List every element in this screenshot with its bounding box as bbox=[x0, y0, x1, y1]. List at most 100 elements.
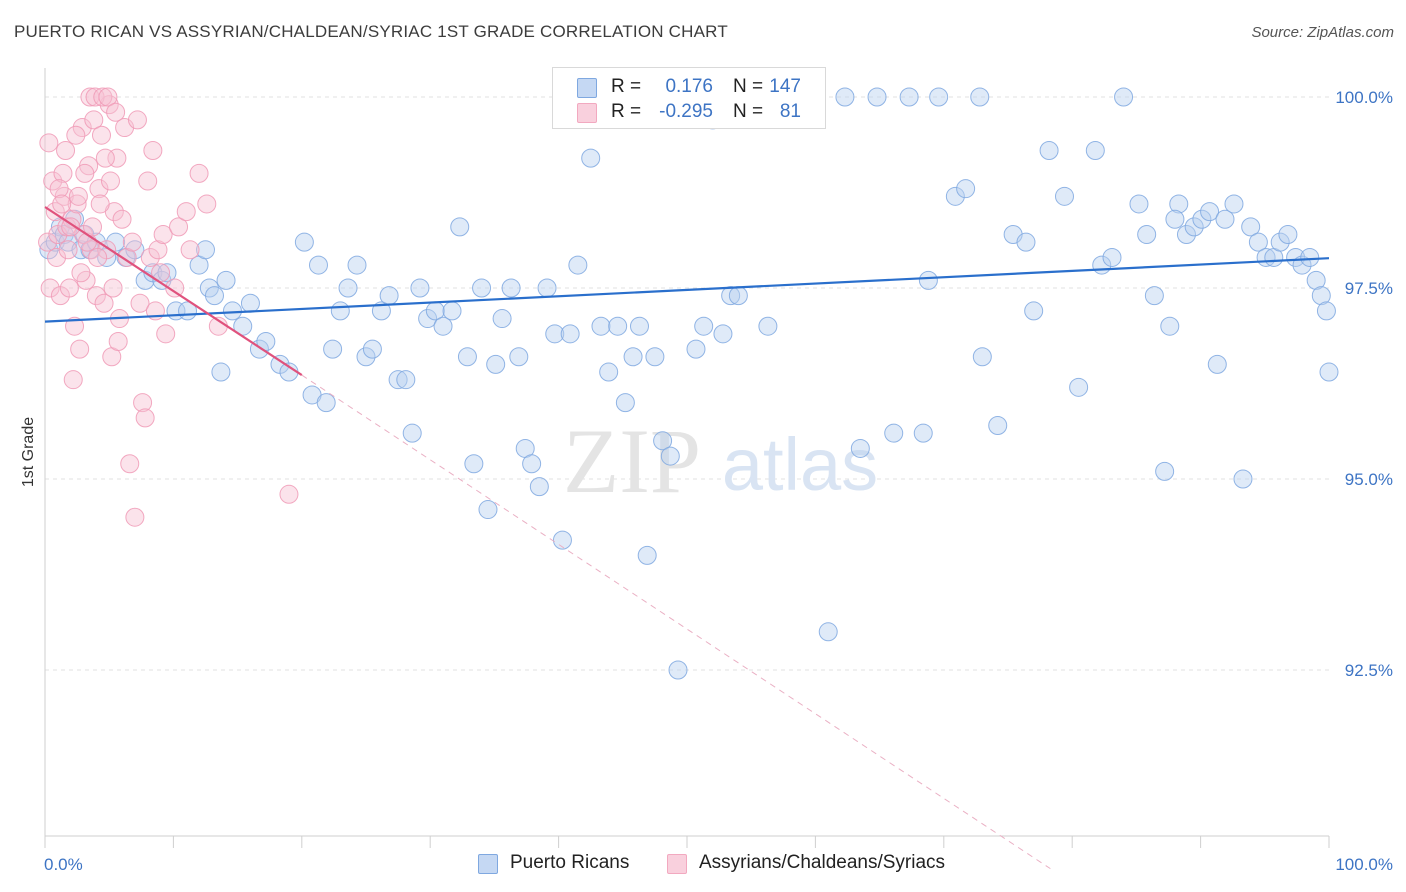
assyrians-point-67 bbox=[95, 148, 115, 168]
assyrians-point-56 bbox=[66, 125, 86, 145]
puerto-ricans-point-102 bbox=[918, 270, 938, 290]
puerto-ricans-point-73 bbox=[599, 362, 619, 382]
puerto-ricans-point-120 bbox=[1144, 286, 1164, 306]
puerto-ricans-point-55 bbox=[464, 454, 484, 474]
puerto-ricans-point-38 bbox=[330, 301, 350, 321]
legend-label-assyrians: Assyrians/Chaldeans/Syriacs bbox=[699, 852, 946, 873]
n-value: 81 bbox=[779, 101, 801, 122]
assyrians-point-41 bbox=[140, 247, 160, 267]
legend-swatch-puerto-ricans bbox=[478, 854, 498, 874]
puerto-ricans-point-133 bbox=[1248, 232, 1268, 252]
puerto-ricans-point-145 bbox=[1165, 209, 1185, 229]
puerto-ricans-point-54 bbox=[457, 347, 477, 367]
assyrians-point-62 bbox=[83, 217, 103, 237]
assyrians-point-65 bbox=[90, 194, 110, 214]
puerto-ricans-point-49 bbox=[418, 309, 438, 329]
assyrians-point-49 bbox=[47, 247, 67, 267]
puerto-ricans-point-24 bbox=[211, 362, 231, 382]
assyrians-point-38 bbox=[133, 393, 153, 413]
puerto-ricans-point-107 bbox=[988, 416, 1008, 436]
puerto-ricans-point-103 bbox=[929, 87, 949, 107]
n-value: 147 bbox=[769, 76, 801, 97]
puerto-ricans-point-46 bbox=[396, 370, 416, 390]
puerto-ricans-point-78 bbox=[637, 545, 657, 565]
puerto-ricans-point-75 bbox=[615, 393, 635, 413]
legend-swatch-assyrians bbox=[667, 854, 687, 874]
puerto-ricans-point-56 bbox=[472, 278, 492, 298]
assyrians-point-28 bbox=[107, 148, 127, 168]
puerto-ricans-point-59 bbox=[492, 309, 512, 329]
puerto-ricans-point-21 bbox=[196, 240, 215, 260]
puerto-ricans-point-138 bbox=[1286, 247, 1306, 267]
puerto-ricans-point-95 bbox=[818, 622, 838, 642]
y-tick-labels: 100.0% 97.5% 95.0% 92.5% bbox=[1335, 88, 1393, 680]
assyrians-point-12 bbox=[67, 194, 87, 214]
puerto-ricans-point-85 bbox=[694, 316, 714, 336]
assyrians-point-36 bbox=[127, 110, 147, 130]
puerto-ricans-point-79 bbox=[645, 347, 665, 367]
legend-swatch-blue bbox=[577, 78, 597, 98]
y-tick-label-0: 100.0% bbox=[1335, 88, 1393, 107]
puerto-ricans-point-127 bbox=[1200, 202, 1220, 222]
puerto-ricans-point-60 bbox=[501, 278, 521, 298]
puerto-ricans-point-125 bbox=[1184, 217, 1204, 237]
assyrians-point-22 bbox=[91, 125, 111, 145]
assyrians-point-48 bbox=[39, 133, 59, 153]
puerto-ricans-point-100 bbox=[899, 87, 919, 107]
puerto-ricans-point-97 bbox=[850, 438, 870, 458]
assyrians-point-6 bbox=[53, 163, 73, 183]
r-value: 0.176 bbox=[665, 76, 713, 97]
assyrians-point-72 bbox=[108, 331, 128, 351]
puerto-ricans-point-26 bbox=[222, 301, 242, 321]
assyrians-point-14 bbox=[72, 118, 92, 138]
puerto-ricans-point-129 bbox=[1215, 209, 1235, 229]
puerto-ricans-point-109 bbox=[1016, 232, 1036, 252]
puerto-ricans-point-23 bbox=[204, 286, 224, 306]
n-label: N = bbox=[733, 101, 764, 122]
puerto-ricans-point-143 bbox=[1316, 301, 1336, 321]
trend-lines bbox=[44, 206, 1330, 870]
trend-line-puerto-ricans bbox=[44, 257, 1330, 323]
puerto-ricans-point-58 bbox=[486, 354, 506, 374]
assyrians-point-50 bbox=[49, 179, 69, 199]
puerto-ricans-point-68 bbox=[560, 324, 580, 344]
puerto-ricans-point-89 bbox=[728, 286, 748, 306]
assyrians-point-11 bbox=[65, 316, 85, 336]
puerto-ricans-point-48 bbox=[410, 278, 430, 298]
puerto-ricans-point-69 bbox=[568, 255, 588, 275]
puerto-ricans-point-99 bbox=[884, 423, 904, 443]
puerto-ricans-point-0 bbox=[39, 240, 59, 260]
y-axis-label: 1st Grade bbox=[20, 417, 37, 487]
puerto-ricans-point-35 bbox=[308, 255, 328, 275]
puerto-ricans-point-114 bbox=[1085, 140, 1105, 160]
puerto-ricans-point-128 bbox=[1207, 354, 1227, 374]
puerto-ricans-point-130 bbox=[1224, 194, 1244, 214]
puerto-ricans-point-74 bbox=[608, 316, 628, 336]
assyrians-point-71 bbox=[106, 102, 126, 122]
puerto-ricans-point-25 bbox=[216, 270, 236, 290]
trend-line-assyrians bbox=[44, 206, 303, 377]
stats-row-assyrians: R = -0.295 N = 81 bbox=[553, 101, 825, 125]
puerto-ricans-point-64 bbox=[529, 477, 549, 497]
assyrians-point-23 bbox=[94, 293, 114, 313]
puerto-ricans-point-53 bbox=[450, 217, 470, 237]
puerto-ricans-point-119 bbox=[1137, 225, 1157, 245]
puerto-ricans-point-105 bbox=[956, 179, 976, 199]
assyrians-point-39 bbox=[135, 408, 155, 428]
puerto-ricans-point-123 bbox=[1169, 194, 1189, 214]
r-label: R = bbox=[611, 101, 642, 122]
puerto-ricans-point-117 bbox=[1114, 87, 1134, 107]
source-label: Source: ZipAtlas.com bbox=[1251, 24, 1394, 41]
puerto-ricans-point-96 bbox=[835, 87, 855, 107]
assyrians-point-30 bbox=[112, 209, 132, 229]
assyrians-point-70 bbox=[103, 278, 123, 298]
puerto-ricans-point-36 bbox=[316, 393, 336, 413]
assyrians-point-66 bbox=[93, 87, 113, 107]
puerto-ricans-point-88 bbox=[721, 286, 741, 306]
assyrians-point-76 bbox=[197, 194, 217, 214]
puerto-ricans-point-39 bbox=[338, 278, 358, 298]
series-legend: Puerto Ricans Assyrians/Chaldeans/Syriac… bbox=[0, 852, 1406, 878]
puerto-ricans-point-82 bbox=[668, 660, 688, 680]
series-puerto-ricans bbox=[39, 87, 1339, 680]
puerto-ricans-point-72 bbox=[591, 316, 611, 336]
